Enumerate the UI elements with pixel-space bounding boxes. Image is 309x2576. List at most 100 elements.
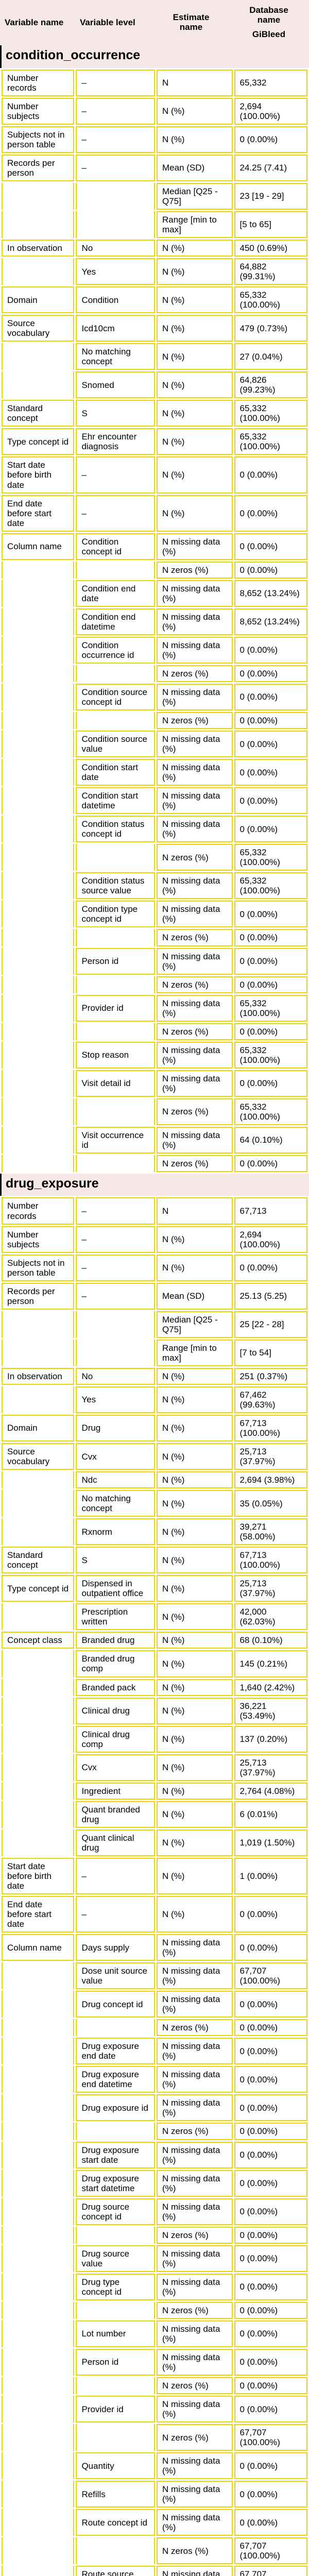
value-cell: 0 (0.00%) — [234, 2377, 307, 2395]
value-cell: [7 to 54] — [234, 1339, 307, 1366]
estimate-name-cell: N missing data (%) — [157, 1962, 233, 1990]
variable-level-cell: Drug exposure end datetime — [76, 2066, 155, 2093]
value-cell: 0 (0.00%) — [234, 1991, 307, 2018]
estimate-name-cell: N zeros (%) — [157, 2537, 233, 2565]
table-row: Subjects not in person table – N (%) 0 (0.0… — [2, 126, 307, 153]
estimate-name-cell: N missing data (%) — [157, 1991, 233, 2018]
estimate-name-cell: N missing data (%) — [157, 816, 233, 843]
estimate-name-cell: N (%) — [157, 239, 233, 257]
value-cell: 67,707 (100.00%) — [234, 2424, 307, 2451]
table-row: Range [min to max] [5 to 65] — [2, 211, 307, 238]
table-row: Yes N (%) 64,882 (99.31%) — [2, 258, 307, 285]
estimate-name-cell: N missing data (%) — [157, 2038, 233, 2065]
variable-name-cell: Standard concept — [2, 400, 75, 427]
table-row: Domain Condition N (%) 65,332 (100.00%) — [2, 286, 307, 314]
value-cell: 25,713 (37.97%) — [234, 1754, 307, 1781]
variable-name-cell — [2, 2509, 75, 2536]
variable-level-cell: Cvx — [76, 1443, 155, 1470]
table-row: Drug source value N missing data (%) 0 (0.… — [2, 2245, 307, 2272]
table-column-header: Variable name Variable level Estimate na… — [0, 0, 309, 46]
table-row: Drug source concept id N missing data (%)… — [2, 2198, 307, 2225]
value-cell: 64,882 (99.31%) — [234, 258, 307, 285]
estimate-name-cell: N missing data (%) — [157, 1041, 233, 1069]
estimate-name-cell: Median [Q25 - Q75] — [157, 1311, 233, 1338]
table-row: Lot number N missing data (%) 0 (0.00%) — [2, 2320, 307, 2347]
value-cell: [5 to 65] — [234, 211, 307, 238]
variable-level-cell: Icd10cm — [76, 315, 155, 342]
variable-level-cell — [76, 2226, 155, 2244]
value-cell: 0 (0.00%) — [234, 2170, 307, 2197]
estimate-name-cell: N (%) — [157, 1226, 233, 1253]
estimate-name-cell: N (%) — [157, 1443, 233, 1470]
variable-name-cell — [2, 1070, 75, 1097]
value-cell: 39,271 (58.00%) — [234, 1518, 307, 1546]
table-row: Ingredient N (%) 2,764 (4.08%) — [2, 1782, 307, 1800]
value-cell: 65,332 (100.00%) — [234, 286, 307, 314]
table-row: End date before start date – N (%) 0 (0.00%… — [2, 495, 307, 532]
column-header-variable-level: Variable level — [80, 17, 135, 27]
variable-name-cell — [2, 1991, 75, 2018]
variable-level-cell: Condition status source value — [76, 872, 155, 900]
value-cell: 27 (0.04%) — [234, 343, 307, 370]
variable-level-cell: Branded pack — [76, 1679, 155, 1696]
value-cell: 25,713 (37.97%) — [234, 1443, 307, 1470]
variable-name-cell — [2, 1126, 75, 1154]
variable-name-cell — [2, 2019, 75, 2037]
estimate-name-cell: N (%) — [157, 1471, 233, 1489]
variable-level-cell: Yes — [76, 1386, 155, 1413]
table-row: Condition status concept id N missing dat… — [2, 816, 307, 843]
estimate-name-cell: N (%) — [157, 1603, 233, 1631]
estimate-name-cell: N (%) — [157, 126, 233, 153]
value-cell: 25.13 (5.25) — [234, 1282, 307, 1310]
variable-level-cell: Condition end datetime — [76, 608, 155, 635]
variable-name-cell: Number subjects — [2, 97, 75, 125]
variable-name-cell: Number subjects — [2, 1226, 75, 1253]
table-row: Yes N (%) 67,462 (99.63%) — [2, 1386, 307, 1413]
section-header-drug-exposure: drug_exposure — [0, 1173, 309, 1196]
variable-level-cell — [76, 211, 155, 238]
estimate-name-cell: N missing data (%) — [157, 2452, 233, 2480]
estimate-name-cell: N (%) — [157, 258, 233, 285]
estimate-name-cell: N zeros (%) — [157, 1023, 233, 1040]
estimate-name-cell: N zeros (%) — [157, 1098, 233, 1125]
value-cell: 67,707 (100.00%) — [234, 1962, 307, 1990]
variable-level-cell — [76, 1155, 155, 1172]
estimate-name-cell: N zeros (%) — [157, 2301, 233, 2319]
estimate-name-cell: N missing data (%) — [157, 2481, 233, 2508]
variable-level-cell: Visit detail id — [76, 1070, 155, 1097]
variable-name-cell: In observation — [2, 1367, 75, 1385]
table-row: Snomed N (%) 64,826 (99.23%) — [2, 371, 307, 399]
variable-name-cell — [2, 2424, 75, 2451]
estimate-name-cell: N missing data (%) — [157, 1934, 233, 1961]
variable-level-cell: S — [76, 1547, 155, 1574]
variable-level-cell: – — [76, 1254, 155, 1281]
table-row: Person id N missing data (%) 0 (0.00%) — [2, 947, 307, 975]
variable-level-cell: No — [76, 239, 155, 257]
estimate-name-cell: N (%) — [157, 286, 233, 314]
variable-name-cell — [2, 712, 75, 730]
variable-level-cell — [76, 844, 155, 871]
table-row: Column name Condition concept id N missing… — [2, 533, 307, 560]
estimate-name-cell: N (%) — [157, 371, 233, 399]
table-row: Drug exposure end datetime N missing data… — [2, 2066, 307, 2093]
estimate-name-cell: N (%) — [157, 97, 233, 125]
table-row: Type concept id Ehr encounter diagnosis N … — [2, 428, 307, 455]
table-row: N zeros (%) 0 (0.00%) — [2, 1023, 307, 1040]
value-cell: 1,640 (2.42%) — [234, 1679, 307, 1696]
variable-level-cell: Quant branded drug — [76, 1801, 155, 1828]
value-cell: 24.25 (7.41) — [234, 154, 307, 181]
variable-name-cell — [2, 2566, 75, 2576]
variable-level-cell: Drug — [76, 1414, 155, 1442]
estimate-name-cell: N zeros (%) — [157, 1155, 233, 1172]
value-cell: 67,707 (100.00%) — [234, 2566, 307, 2576]
table-row: N zeros (%) 67,707 (100.00%) — [2, 2424, 307, 2451]
variable-name-cell — [2, 2198, 75, 2225]
value-cell: 0 (0.00%) — [234, 2320, 307, 2347]
table-row: Median [Q25 - Q75] 23 [19 - 29] — [2, 182, 307, 210]
value-cell: 65,332 (100.00%) — [234, 400, 307, 427]
table-row: N zeros (%) 0 (0.00%) — [2, 2301, 307, 2319]
estimate-name-cell: N (%) — [157, 1801, 233, 1828]
estimate-name-cell: N missing data (%) — [157, 731, 233, 758]
variable-level-cell — [76, 929, 155, 946]
estimate-name-cell: N zeros (%) — [157, 976, 233, 993]
